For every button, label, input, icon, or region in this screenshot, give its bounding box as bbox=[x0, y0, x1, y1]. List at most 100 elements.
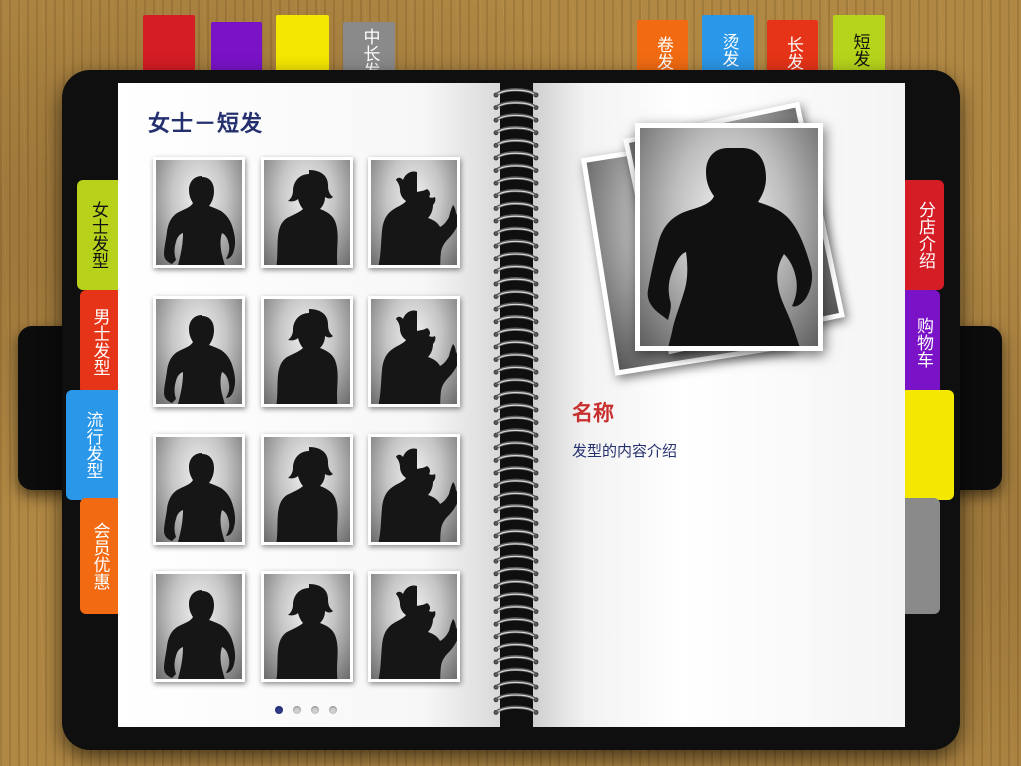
featured-silhouette-icon bbox=[647, 148, 813, 346]
thumbnail[interactable] bbox=[368, 434, 460, 545]
spiral-ring bbox=[493, 226, 539, 237]
thumbnail[interactable] bbox=[261, 434, 353, 545]
silhouette-pose-b-icon bbox=[276, 584, 338, 679]
tab-shopping-cart[interactable]: 购物车 bbox=[905, 290, 940, 394]
spiral-ring bbox=[493, 390, 539, 400]
thumbnail[interactable] bbox=[261, 571, 353, 682]
spiral-ring bbox=[493, 705, 539, 715]
spiral-ring bbox=[493, 88, 539, 98]
page-title: 女士－短发 bbox=[148, 112, 264, 137]
right-tab-gray[interactable] bbox=[905, 498, 940, 614]
spiral-ring bbox=[493, 163, 539, 173]
tab-permed-hair-label: 烫发 bbox=[718, 33, 739, 67]
spiral-ring bbox=[493, 617, 539, 627]
silhouette-pose-a-icon bbox=[164, 453, 236, 542]
spiral-ring bbox=[493, 566, 539, 577]
thumbnail[interactable] bbox=[153, 434, 245, 545]
style-name: 名称 bbox=[572, 401, 614, 425]
silhouette-pose-c-icon bbox=[378, 585, 457, 679]
thumbnail[interactable] bbox=[368, 296, 460, 407]
pager-dot[interactable] bbox=[293, 706, 301, 714]
featured-photo[interactable] bbox=[635, 123, 823, 351]
right-tab-yellow[interactable] bbox=[905, 390, 954, 500]
spiral-ring bbox=[493, 680, 539, 690]
spiral-ring bbox=[493, 466, 539, 476]
spiral-ring bbox=[493, 415, 539, 425]
spiral-ring bbox=[493, 440, 539, 451]
tab-trending-styles[interactable]: 流行发型 bbox=[66, 390, 118, 500]
spiral-ring bbox=[493, 428, 539, 438]
tab-branch-info-label: 分店介绍 bbox=[915, 201, 935, 269]
spiral-ring bbox=[493, 264, 539, 274]
thumbnail[interactable] bbox=[261, 296, 353, 407]
spiral-ring bbox=[493, 340, 539, 350]
tab-mens-styles-label: 男士发型 bbox=[89, 308, 110, 376]
spiral-ring bbox=[493, 188, 539, 199]
thumbnail[interactable] bbox=[153, 296, 245, 407]
thumbnail[interactable] bbox=[368, 571, 460, 682]
spiral-ring bbox=[493, 503, 539, 514]
spiral-ring bbox=[493, 201, 539, 211]
spiral-ring bbox=[493, 554, 539, 564]
spiral-ring bbox=[493, 151, 539, 161]
spiral-ring bbox=[493, 214, 539, 224]
spiral-ring bbox=[493, 541, 539, 551]
spiral-ring bbox=[493, 453, 539, 463]
spiral-ring bbox=[493, 352, 539, 362]
spiral-ring bbox=[493, 100, 539, 110]
spiral-ring bbox=[493, 604, 539, 614]
spiral-ring bbox=[493, 302, 539, 312]
tab-long-hair-label: 长发 bbox=[783, 35, 803, 70]
silhouette-pose-b-icon bbox=[276, 447, 338, 542]
spiral-ring bbox=[493, 365, 539, 375]
silhouette-pose-a-icon bbox=[164, 176, 236, 265]
tab-womens-styles[interactable]: 女士发型 bbox=[77, 180, 118, 290]
silhouette-pose-a-icon bbox=[164, 315, 236, 404]
spiral-ring bbox=[493, 516, 539, 526]
spiral-ring bbox=[493, 629, 539, 640]
thumbnail[interactable] bbox=[153, 157, 245, 268]
spiral-binding bbox=[493, 88, 539, 715]
spiral-ring bbox=[493, 667, 539, 677]
tab-trending-styles-label: 流行发型 bbox=[82, 411, 103, 479]
spiral-ring bbox=[493, 327, 539, 337]
tab-curly-hair-label: 卷发 bbox=[653, 35, 673, 70]
pager-dot[interactable] bbox=[311, 706, 319, 714]
silhouette-pose-c-icon bbox=[378, 310, 457, 404]
thumbnail[interactable] bbox=[368, 157, 460, 268]
thumbnail[interactable] bbox=[153, 571, 245, 682]
silhouette-pose-b-icon bbox=[276, 309, 338, 404]
tab-shopping-cart-label: 购物车 bbox=[913, 316, 933, 368]
silhouette-pose-c-icon bbox=[378, 448, 457, 542]
tab-member-offers-label: 会员优惠 bbox=[89, 522, 110, 590]
silhouette-pose-a-icon bbox=[164, 590, 236, 679]
silhouette-pose-b-icon bbox=[276, 170, 338, 265]
spiral-ring bbox=[493, 491, 539, 501]
tab-branch-info[interactable]: 分店介绍 bbox=[905, 180, 944, 290]
spiral-ring bbox=[493, 642, 539, 652]
spiral-ring bbox=[493, 289, 539, 299]
pager-dot[interactable] bbox=[275, 706, 283, 714]
spiral-ring bbox=[493, 377, 539, 388]
spiral-ring bbox=[493, 251, 539, 262]
tab-medium-hair-label: 中长发 bbox=[359, 28, 380, 79]
silhouette-pose-c-icon bbox=[378, 171, 457, 265]
spiral-ring bbox=[493, 176, 539, 186]
spiral-ring bbox=[493, 592, 539, 602]
thumbnail[interactable] bbox=[261, 157, 353, 268]
spiral-ring bbox=[493, 239, 539, 249]
tab-womens-styles-label: 女士发型 bbox=[88, 201, 108, 269]
spiral-ring bbox=[493, 403, 539, 413]
spiral-ring bbox=[493, 314, 539, 325]
spiral-ring bbox=[493, 655, 539, 665]
tab-member-offers[interactable]: 会员优惠 bbox=[80, 498, 118, 614]
tab-short-hair-label: 短发 bbox=[849, 33, 870, 67]
spiral-ring bbox=[493, 478, 539, 488]
spiral-ring bbox=[493, 529, 539, 539]
spiral-ring bbox=[493, 692, 539, 703]
spiral-ring bbox=[493, 113, 539, 123]
tab-mens-styles[interactable]: 男士发型 bbox=[80, 290, 118, 394]
spiral-ring bbox=[493, 579, 539, 589]
spiral-ring bbox=[493, 277, 539, 287]
pager-dot[interactable] bbox=[329, 706, 337, 714]
